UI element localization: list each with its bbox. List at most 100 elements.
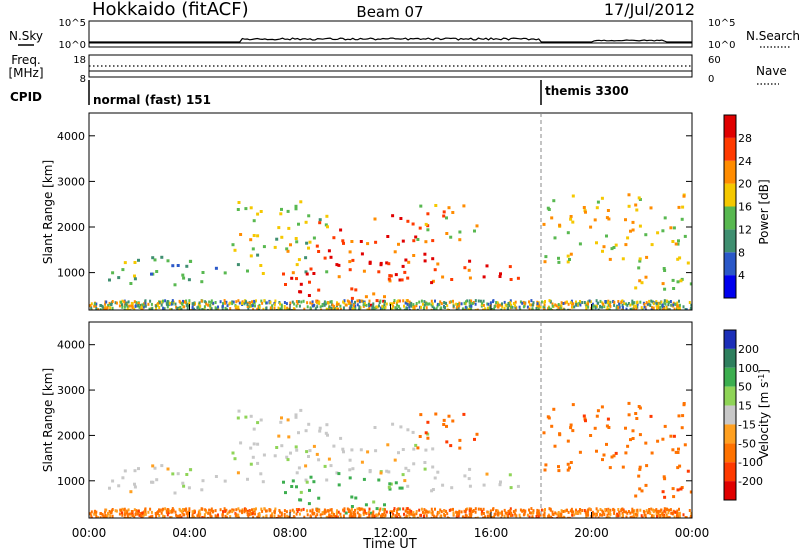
power-cell [405, 306, 408, 310]
power-cell [420, 305, 423, 309]
power-cell [557, 303, 560, 306]
power-cell [597, 308, 600, 310]
velocity-cell [661, 513, 664, 517]
velocity-cell [339, 436, 343, 440]
power-cell [682, 194, 686, 198]
nsearch-tick-high: 10^5 [708, 18, 735, 29]
velocity-cell [413, 513, 416, 517]
velocity-cell [468, 516, 470, 518]
velocity-cell [311, 508, 314, 512]
power-cell [241, 301, 243, 305]
power-cell [398, 278, 402, 282]
velocity-cell [474, 510, 477, 514]
velocity-cell [452, 507, 454, 511]
velocity-cell [158, 508, 161, 512]
velocity-cell [448, 508, 451, 512]
power-cell [348, 260, 352, 264]
velocity-cell [148, 515, 151, 518]
velocity-cell [423, 508, 426, 512]
velocity-cell [608, 516, 611, 518]
velocity-cell [251, 508, 253, 512]
velocity-cell [133, 482, 136, 486]
power-cell [406, 219, 410, 223]
velocity-cell [317, 496, 321, 500]
velocity-cell [297, 431, 300, 435]
power-cell [588, 299, 591, 303]
power-cell [260, 299, 263, 303]
power-cell [295, 304, 298, 308]
velocity-cell [332, 515, 335, 518]
power-cell [456, 303, 459, 306]
power-cell [644, 308, 647, 310]
power-cell [430, 299, 433, 303]
velocity-cell [249, 414, 253, 418]
velocity-cell [351, 467, 355, 471]
velocity-cell [377, 478, 381, 482]
velocity-cell [328, 516, 331, 518]
y-tick-label: 2000 [57, 429, 85, 442]
velocity-cell [295, 448, 299, 452]
velocity-cell [214, 514, 217, 518]
power-cell [265, 307, 268, 310]
velocity-cell [469, 512, 471, 516]
power-cell [436, 304, 439, 308]
velocity-cell [396, 515, 399, 518]
power-cell [660, 300, 663, 304]
power-cell [609, 300, 612, 304]
velocity-cell [134, 513, 137, 516]
power-cell [656, 307, 658, 310]
power-cell [362, 303, 365, 307]
velocity-cell [125, 511, 128, 515]
power-cell [130, 304, 133, 308]
velocity-cell [304, 464, 308, 468]
power-cell [486, 306, 489, 310]
velocity-cell [157, 510, 160, 514]
velocity-cell [430, 489, 434, 493]
velocity-cell [388, 487, 392, 491]
velocity-cell [403, 512, 405, 516]
velocity-cell [519, 508, 522, 512]
velocity-cell [137, 512, 140, 516]
power-cell [408, 300, 411, 304]
velocity-cell [497, 512, 500, 515]
velocity-cell [576, 511, 579, 515]
power-cell [474, 299, 477, 303]
y-tick-label: 3000 [57, 175, 85, 188]
nave-tick-high: 60 [708, 55, 721, 66]
power-cell [305, 241, 309, 245]
power-cell [382, 299, 386, 303]
power-cell [337, 302, 340, 306]
power-cell [672, 226, 676, 230]
velocity-cell [486, 510, 489, 514]
velocity-cell [133, 515, 136, 518]
power-cell [681, 205, 685, 209]
velocity-cell [333, 513, 335, 516]
velocity-cell [412, 511, 415, 515]
power-cell [351, 258, 355, 262]
power-cell [575, 300, 577, 304]
power-cell [135, 301, 138, 305]
velocity-cell [359, 448, 363, 452]
power-cell [473, 229, 476, 233]
power-cell [297, 300, 300, 304]
velocity-cell [251, 512, 254, 516]
velocity-cell [341, 447, 345, 451]
power-cell [193, 307, 195, 310]
velocity-cell [387, 470, 391, 474]
velocity-cell [480, 512, 483, 516]
power-cell [343, 299, 346, 303]
velocity-cell [325, 478, 329, 482]
velocity-cell [671, 448, 675, 452]
velocity-cell [243, 507, 246, 511]
velocity-colorbar-tick: -15 [738, 418, 756, 431]
velocity-cell [625, 515, 628, 518]
velocity-cell [255, 507, 257, 511]
power-cell [606, 209, 610, 212]
power-cell [325, 307, 328, 310]
velocity-cell [295, 485, 298, 489]
power-cell [317, 250, 321, 253]
velocity-cell [553, 444, 557, 448]
power-cell [621, 308, 624, 310]
velocity-cell [155, 512, 158, 516]
power-cell [462, 307, 465, 310]
